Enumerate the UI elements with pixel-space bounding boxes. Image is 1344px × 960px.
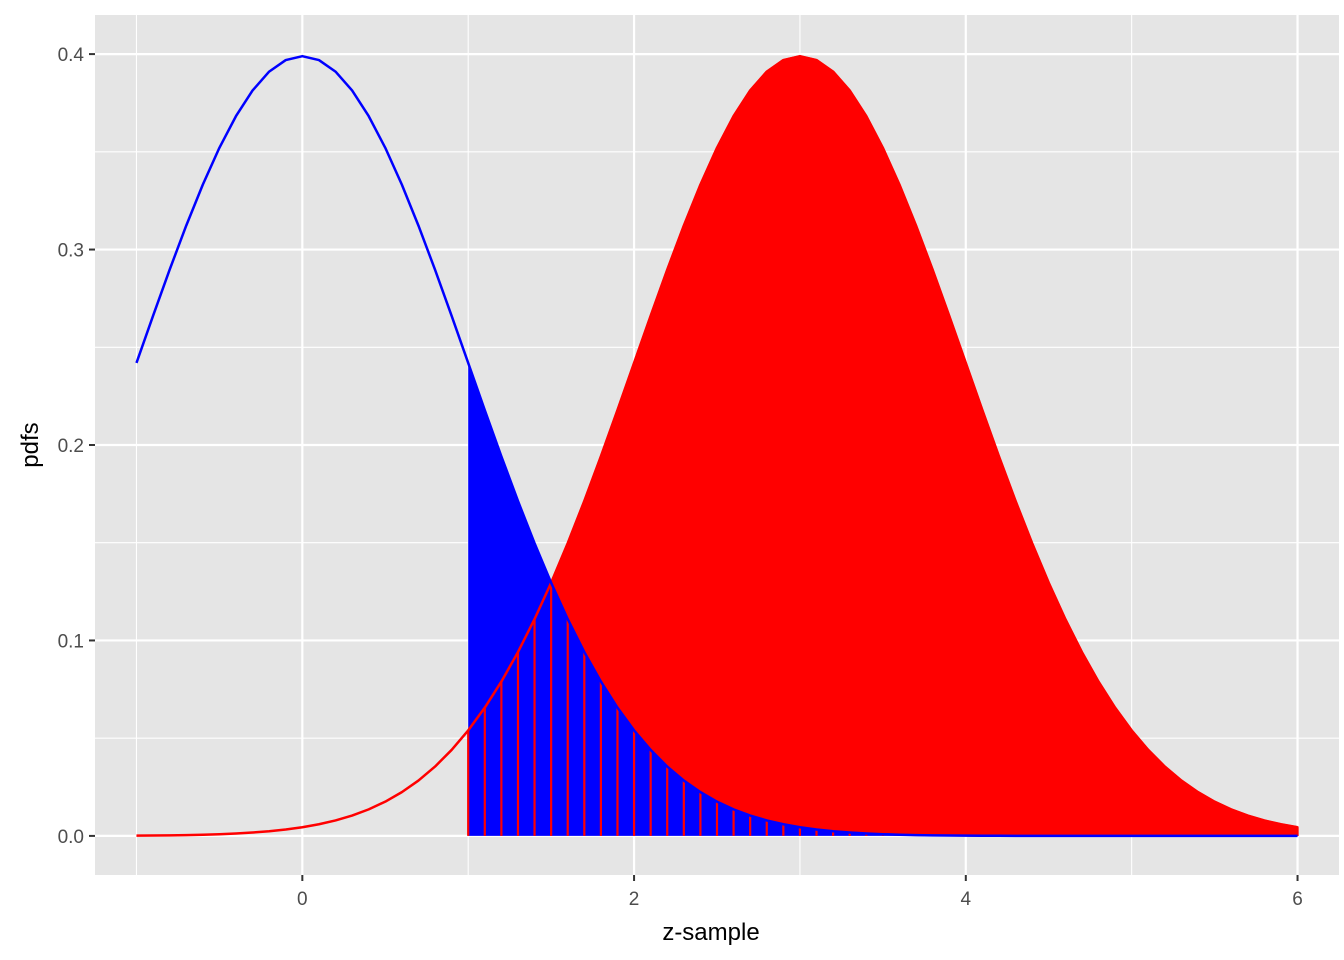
x-axis-title: z-sample	[662, 919, 759, 946]
x-tick-label: 6	[1292, 889, 1303, 910]
y-axis: 0.0 0.1 0.2 0.3 0.4	[58, 45, 95, 848]
y-tick-label: 0.1	[58, 631, 84, 652]
x-tick-label: 0	[297, 889, 308, 910]
red-density-line	[136, 54, 1298, 837]
y-tick-label: 0.2	[58, 436, 84, 457]
y-tick-label: 0.0	[58, 827, 84, 848]
y-tick-label: 0.3	[58, 241, 84, 262]
y-axis-title: pdfs	[17, 422, 44, 467]
x-tick-label: 2	[629, 889, 640, 910]
chart-marks	[135, 54, 1299, 838]
blue-density-line	[135, 54, 1298, 838]
y-tick-label: 0.4	[58, 45, 85, 66]
x-tick-label: 4	[961, 889, 972, 910]
x-axis: 0 2 4 6	[297, 875, 1303, 910]
